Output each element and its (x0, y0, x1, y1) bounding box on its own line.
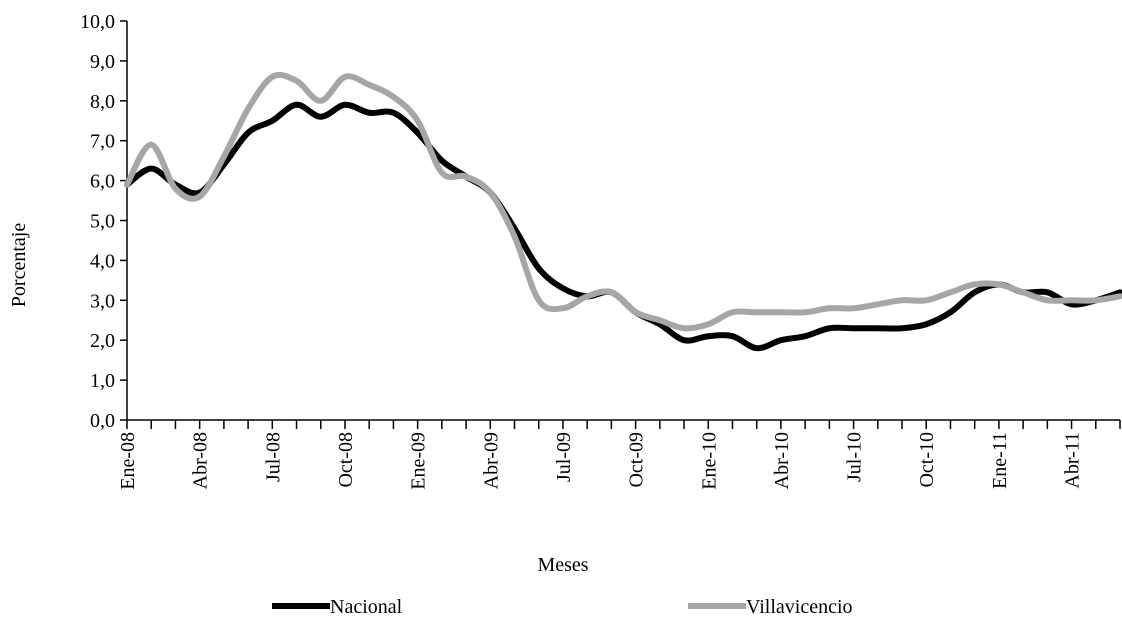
y-tick-label: 6,0 (90, 171, 115, 193)
x-tick-label: Ene-09 (408, 432, 430, 490)
x-axis-title: Meses (537, 554, 588, 576)
legend-label: Villavicencio (746, 596, 853, 618)
series-line (124, 71, 1122, 332)
x-tick-label: Oct-09 (626, 432, 648, 488)
legend-label: Nacional (330, 596, 403, 618)
x-tick-label: Jul-08 (262, 432, 284, 482)
y-tick-label: 9,0 (90, 51, 115, 73)
y-tick-label: 0,0 (90, 410, 115, 432)
x-tick-label: Oct-10 (916, 432, 938, 488)
x-tick-label: Abr-10 (771, 432, 793, 489)
y-tick-label: 2,0 (90, 330, 115, 352)
y-tick-label: 10,0 (80, 11, 115, 33)
y-tick-label: 4,0 (90, 250, 115, 272)
series-line (124, 101, 1122, 352)
y-tick-label: 3,0 (90, 290, 115, 312)
y-tick-label: 1,0 (90, 370, 115, 392)
x-tick-label: Oct-08 (335, 432, 357, 488)
x-tick-label: Jul-09 (553, 432, 575, 482)
x-tick-label: Ene-10 (698, 432, 720, 490)
x-tick-label: Ene-08 (117, 432, 139, 490)
y-axis-title: Porcentaje (8, 223, 30, 308)
x-tick-label: Ene-11 (989, 432, 1011, 489)
y-tick-label: 7,0 (90, 131, 115, 153)
x-tick-label: Jul-10 (844, 432, 866, 482)
x-tick-label: Abr-11 (1062, 432, 1084, 489)
x-tick-label: Abr-08 (190, 432, 212, 489)
x-tick-label: Abr-09 (480, 432, 502, 489)
y-tick-label: 5,0 (90, 211, 115, 233)
y-tick-label: 8,0 (90, 91, 115, 113)
